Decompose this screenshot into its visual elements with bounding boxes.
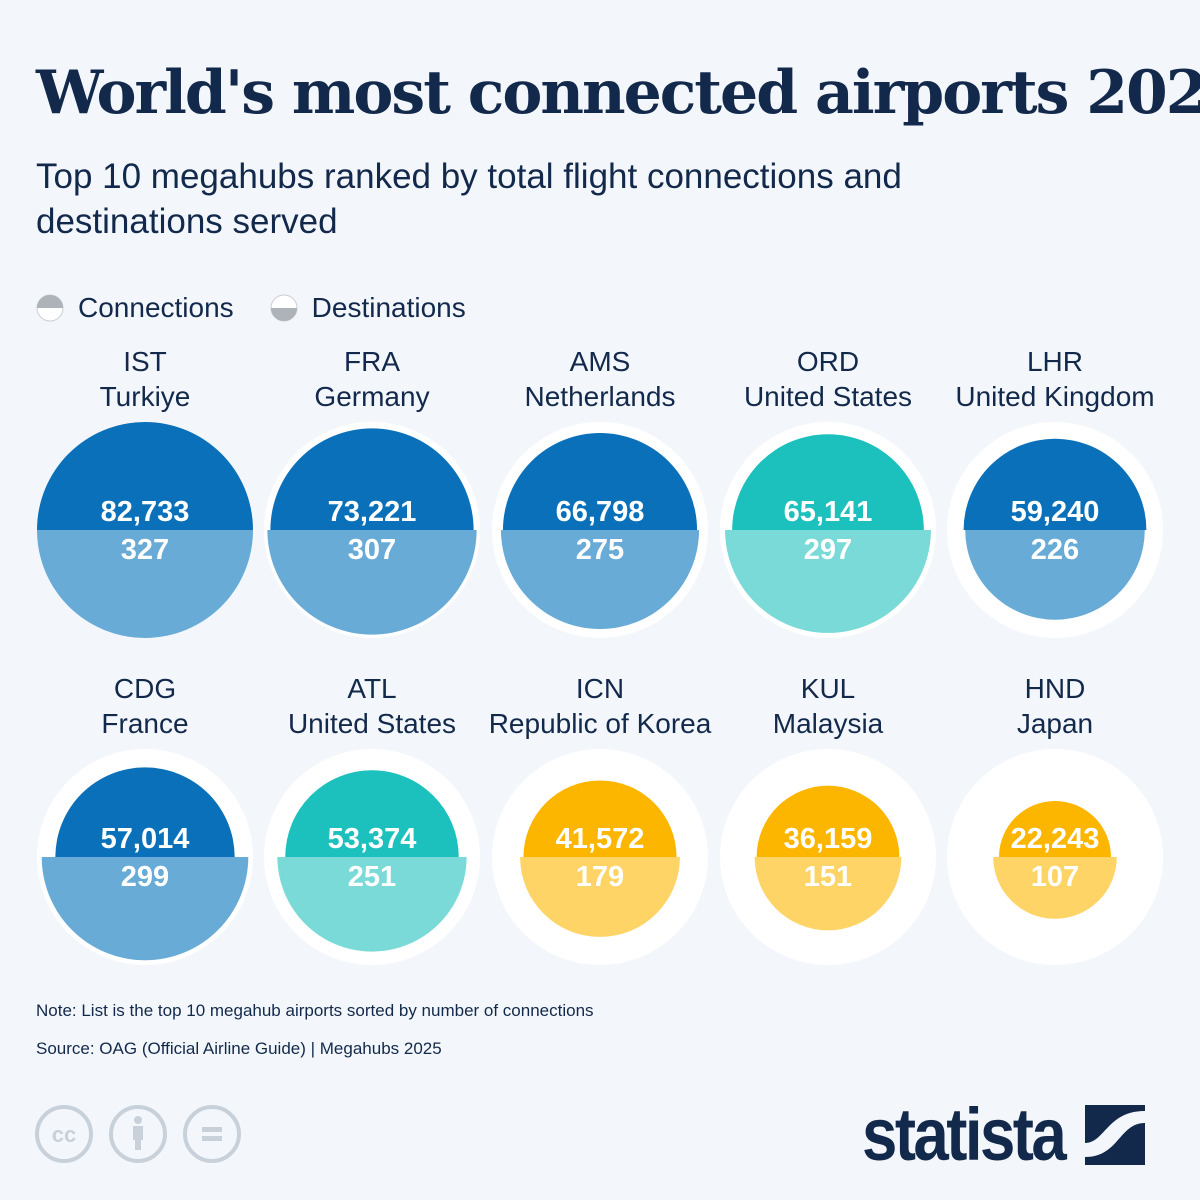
airport-hnd: HND Japan 22,243 107 bbox=[947, 673, 1163, 965]
connections-semicircle bbox=[756, 785, 900, 857]
airport-atl: ATL United States 53,374 251 bbox=[264, 673, 480, 965]
legend-destinations-label: Destinations bbox=[311, 292, 466, 323]
airport-country: Turkiye bbox=[100, 381, 191, 412]
destinations-value: 251 bbox=[348, 861, 396, 893]
airport-ams: AMS Netherlands 66,798 275 bbox=[492, 346, 708, 638]
connections-semicircle bbox=[732, 434, 924, 530]
destinations-value: 327 bbox=[121, 534, 169, 566]
legend-connections: Connections bbox=[36, 292, 234, 324]
connections-value: 65,141 bbox=[784, 496, 873, 528]
note: Note: List is the top 10 megahub airport… bbox=[36, 1001, 594, 1020]
connections-value: 41,572 bbox=[556, 823, 645, 855]
destinations-semicircle bbox=[993, 857, 1117, 919]
top-half-circle-icon bbox=[36, 294, 64, 322]
destinations-semicircle bbox=[267, 530, 477, 635]
airport-country: Malaysia bbox=[773, 708, 884, 739]
airport-code: ORD bbox=[797, 346, 859, 377]
airport-code: ATL bbox=[347, 673, 396, 704]
airport-country: Germany bbox=[314, 381, 429, 412]
airport-code: AMS bbox=[570, 346, 631, 377]
destinations-semicircle bbox=[37, 530, 253, 638]
chart: IST Turkiye 82,733 327 FRA Germany 73,221 307 AM… bbox=[37, 346, 1163, 965]
connections-value: 57,014 bbox=[101, 823, 190, 855]
airport-code: LHR bbox=[1027, 346, 1083, 377]
destinations-value: 275 bbox=[576, 534, 624, 566]
airport-lhr: LHR United Kingdom 59,240 226 bbox=[947, 346, 1163, 638]
destinations-semicircle bbox=[500, 530, 700, 630]
destinations-value: 299 bbox=[121, 861, 169, 893]
destinations-semicircle bbox=[725, 530, 931, 633]
airport-country: Japan bbox=[1017, 708, 1093, 739]
airport-country: France bbox=[101, 708, 188, 739]
airport-fra: FRA Germany 73,221 307 bbox=[264, 346, 480, 638]
airport-ord: ORD United States 65,141 297 bbox=[720, 346, 936, 638]
airport-code: ICN bbox=[576, 673, 624, 704]
destinations-value: 107 bbox=[1031, 861, 1079, 893]
cc-icon: cc bbox=[35, 1105, 93, 1163]
svg-text:cc: cc bbox=[52, 1122, 76, 1147]
airport-kul: KUL Malaysia 36,159 151 bbox=[720, 673, 936, 965]
airport-country: Republic of Korea bbox=[489, 708, 712, 739]
connections-semicircle bbox=[37, 422, 253, 530]
destinations-value: 307 bbox=[348, 534, 396, 566]
connections-semicircle bbox=[270, 428, 474, 530]
legend-destinations: Destinations bbox=[270, 292, 466, 324]
connections-value: 22,243 bbox=[1011, 823, 1100, 855]
airport-ist: IST Turkiye 82,733 327 bbox=[37, 346, 253, 638]
license-icons: cc bbox=[34, 1104, 242, 1164]
subtitle: Top 10 megahubs ranked by total flight c… bbox=[36, 157, 902, 241]
airport-country: Netherlands bbox=[525, 381, 676, 412]
legend-connections-label: Connections bbox=[78, 292, 234, 323]
bottom-half-circle-icon bbox=[270, 294, 298, 322]
airport-code: CDG bbox=[114, 673, 176, 704]
connections-value: 53,374 bbox=[328, 823, 417, 855]
destinations-value: 151 bbox=[804, 861, 852, 893]
statista-wave-icon bbox=[1085, 1105, 1146, 1165]
attribution-icon bbox=[109, 1105, 167, 1163]
statista-logo: statista bbox=[862, 1093, 1146, 1176]
destinations-value: 297 bbox=[804, 534, 852, 566]
connections-semicircle bbox=[999, 801, 1111, 857]
destinations-semicircle bbox=[520, 857, 680, 937]
no-derivatives-icon bbox=[183, 1105, 241, 1163]
connections-semicircle bbox=[502, 432, 698, 530]
airport-code: KUL bbox=[801, 673, 855, 704]
destinations-semicircle bbox=[754, 857, 902, 931]
destinations-semicircle bbox=[965, 530, 1145, 620]
connections-value: 36,159 bbox=[784, 823, 873, 855]
destinations-semicircle bbox=[277, 857, 467, 952]
connections-value: 59,240 bbox=[1011, 496, 1100, 528]
airport-cdg: CDG France 57,014 299 bbox=[37, 673, 253, 965]
destinations-value: 226 bbox=[1031, 534, 1079, 566]
connections-value: 82,733 bbox=[101, 496, 190, 528]
airport-code: IST bbox=[123, 346, 167, 377]
destinations-semicircle bbox=[41, 857, 249, 961]
airport-icn: ICN Republic of Korea 41,572 179 bbox=[489, 673, 712, 965]
logo-text: statista bbox=[862, 1093, 1067, 1176]
connections-value: 73,221 bbox=[328, 496, 417, 528]
destinations-value: 179 bbox=[576, 861, 624, 893]
airport-code: FRA bbox=[344, 346, 400, 377]
legend: Connections Destinations bbox=[36, 292, 502, 324]
connections-semicircle bbox=[55, 767, 235, 857]
connections-semicircle bbox=[523, 780, 677, 857]
connections-value: 66,798 bbox=[556, 496, 645, 528]
airport-country: United States bbox=[288, 708, 456, 739]
airport-country: United Kingdom bbox=[955, 381, 1154, 412]
airport-country: United States bbox=[744, 381, 912, 412]
connections-semicircle bbox=[963, 438, 1147, 530]
source: Source: OAG (Official Airline Guide) | M… bbox=[36, 1039, 442, 1058]
airport-code: HND bbox=[1025, 673, 1086, 704]
page-title: World's most connected airports 2025 bbox=[36, 58, 1200, 128]
connections-semicircle bbox=[285, 770, 459, 857]
